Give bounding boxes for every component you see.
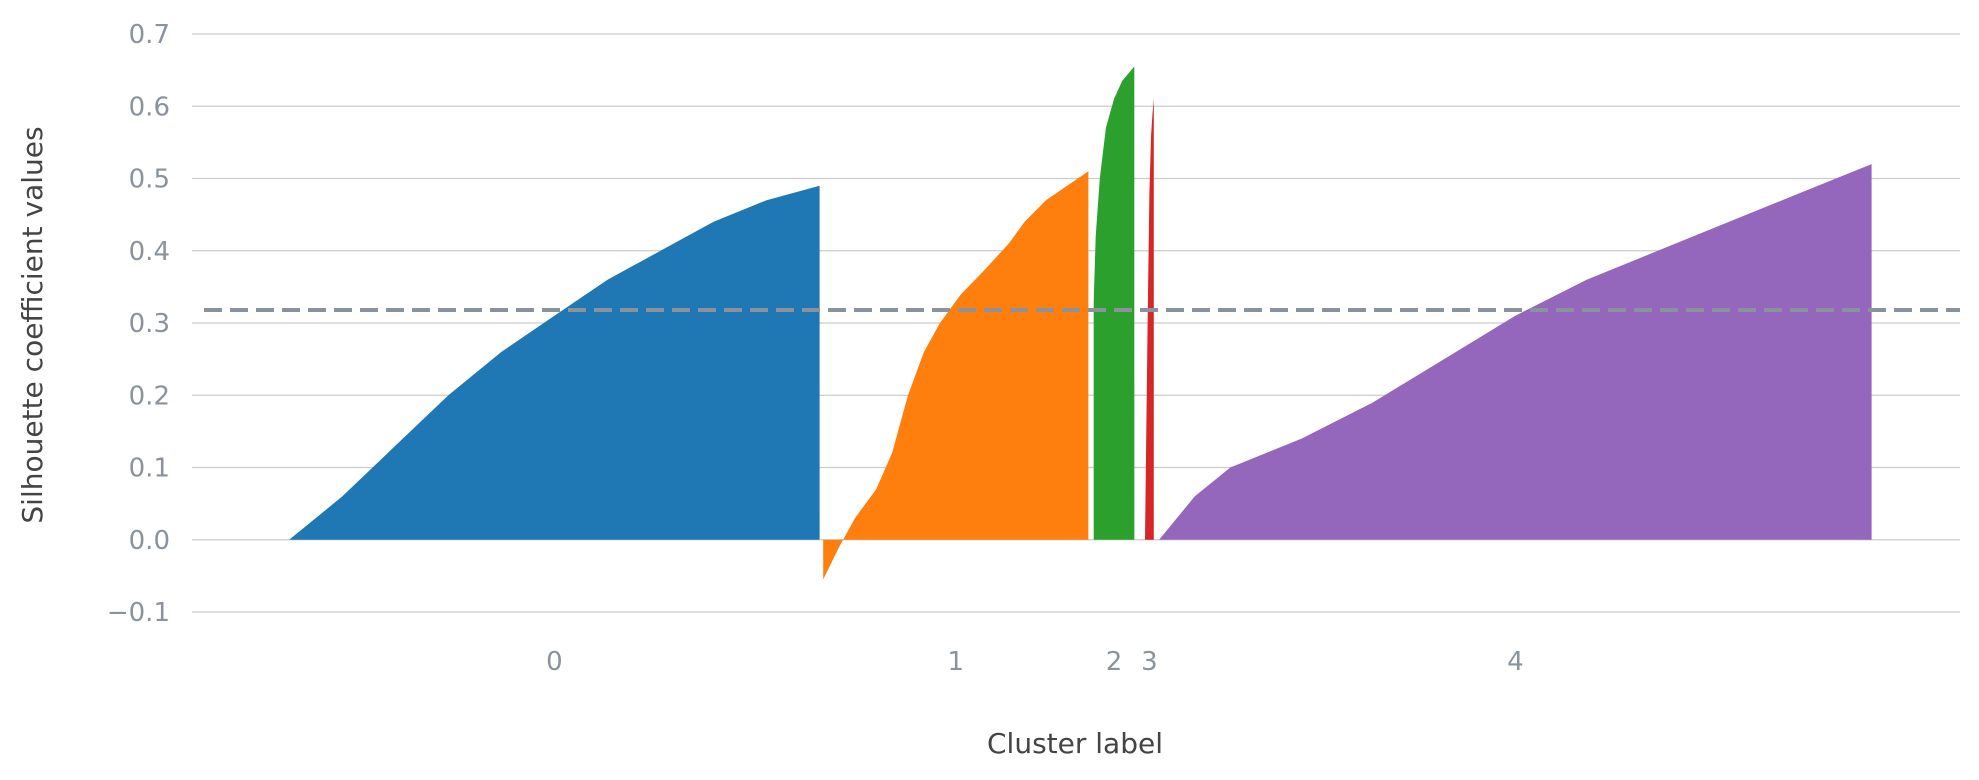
cluster-4-label: 4 (1507, 647, 1524, 677)
cluster-0-area (289, 185, 820, 540)
y-tick-label: 0.5 (129, 165, 170, 195)
cluster-2-label: 2 (1106, 647, 1123, 677)
cluster-1-label: 1 (948, 647, 965, 677)
cluster-2-area (1093, 66, 1135, 540)
y-axis-title: Silhouette coefficient values (16, 126, 49, 523)
cluster-1-area (823, 171, 1089, 580)
y-tick-label: 0.2 (129, 381, 170, 411)
y-tick-labels: −0.1 0.0 0.1 0.2 0.3 0.4 0.5 0.6 0.7 (107, 20, 170, 628)
cluster-3-label: 3 (1141, 647, 1158, 677)
y-tick-label: 0.0 (129, 526, 170, 556)
cluster-3-area (1144, 99, 1154, 540)
cluster-areas (289, 66, 1872, 580)
y-tick-label: −0.1 (107, 598, 170, 628)
x-axis-title: Cluster label (987, 727, 1163, 760)
cluster-4-area (1159, 164, 1872, 540)
y-tick-label: 0.4 (129, 237, 170, 267)
y-tick-label: 0.6 (129, 92, 170, 122)
y-tick-label: 0.1 (129, 454, 170, 484)
cluster-0-label: 0 (546, 647, 563, 677)
y-tick-label: 0.7 (129, 20, 170, 50)
y-tick-label: 0.3 (129, 309, 170, 339)
